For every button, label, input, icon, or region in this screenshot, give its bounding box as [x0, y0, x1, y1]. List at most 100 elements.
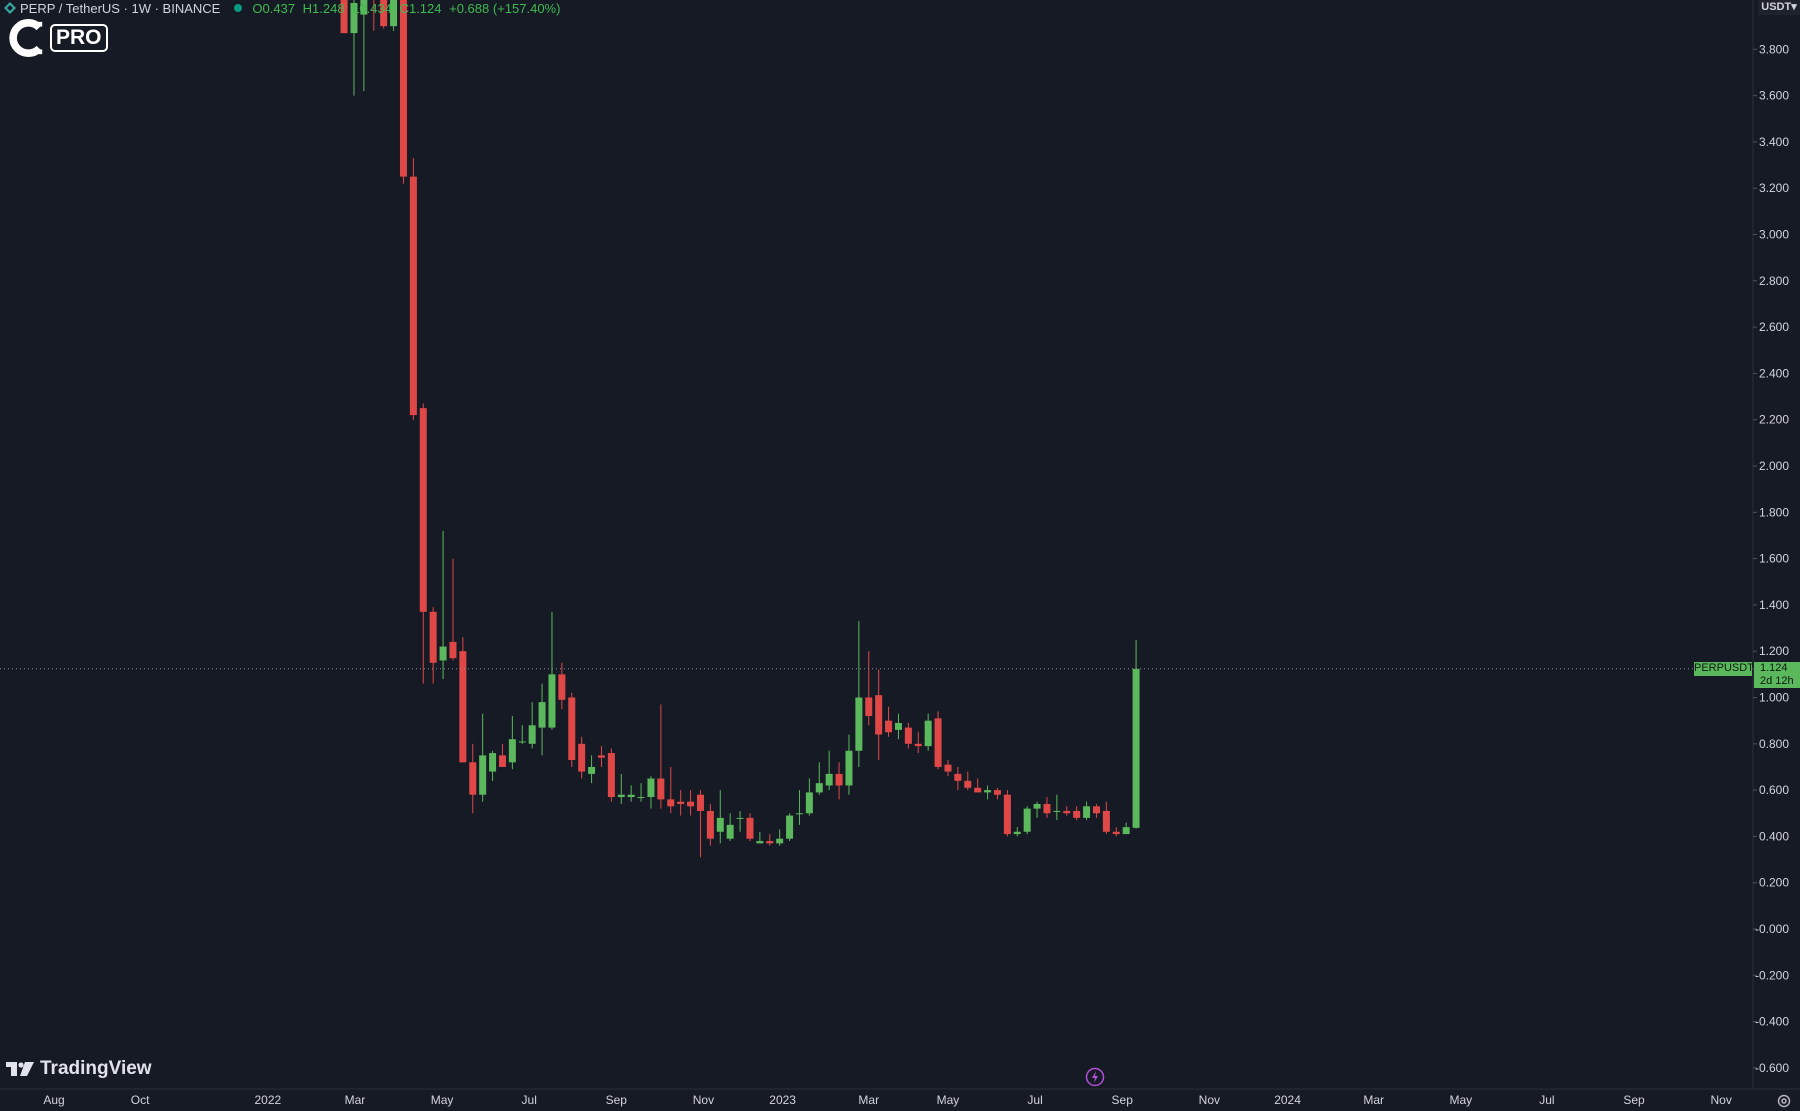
- currency-label: USDT: [1761, 1, 1792, 13]
- candle-body: [706, 810, 714, 839]
- candle-body: [548, 674, 556, 728]
- symbol-title[interactable]: PERP / TetherUS · 1W · BINANCE: [20, 0, 221, 16]
- price-axis[interactable]: 3.800 3.600 3.400 3.200 3.000 2.800 2.600 2.400…: [1753, 42, 1789, 1075]
- candle: [944, 760, 952, 777]
- y-tick-label: 0.600: [1759, 783, 1789, 797]
- candle: [815, 762, 823, 795]
- time-axis[interactable]: Aug Oct 2022 Mar May Jul Sep Nov 2023 Mar May Jul Se…: [43, 1093, 1732, 1107]
- candle-body: [607, 753, 615, 798]
- candle: [558, 662, 566, 710]
- candle: [568, 692, 576, 767]
- current-price-value: 1.124: [1760, 661, 1788, 674]
- candle-body: [449, 641, 457, 659]
- candle: [657, 704, 665, 809]
- candle-body: [974, 787, 982, 793]
- candle: [875, 669, 883, 761]
- candle-body: [786, 815, 794, 839]
- y-tick-label: 1.600: [1759, 552, 1789, 566]
- candle: [429, 607, 437, 684]
- candle-body: [657, 778, 665, 800]
- candle-body: [993, 790, 1001, 795]
- candle-body: [716, 817, 724, 832]
- candle-body: [677, 801, 685, 804]
- candle-body: [1053, 810, 1061, 812]
- perp-symbol-icon: [4, 2, 16, 14]
- candle: [1013, 827, 1021, 837]
- ohlc-open: O0.437: [252, 0, 296, 16]
- candle: [479, 713, 487, 802]
- candle-body: [637, 797, 645, 799]
- candle-body: [588, 766, 596, 774]
- candle-body: [795, 813, 803, 815]
- x-tick-label: Aug: [43, 1093, 64, 1107]
- candle: [1122, 822, 1130, 835]
- current-price-tag: 1.124 2d 12h: [1754, 661, 1800, 688]
- x-tick-label: May: [937, 1093, 960, 1107]
- candle: [340, 0, 348, 34]
- candle-body: [350, 3, 358, 34]
- candle: [736, 810, 744, 832]
- candle: [350, 0, 358, 96]
- candle: [1112, 827, 1120, 837]
- candle-body: [498, 755, 506, 767]
- candle-body: [1043, 803, 1051, 814]
- y-tick-label: 2.800: [1759, 274, 1789, 288]
- y-tick-label: 2.200: [1759, 413, 1789, 427]
- candle: [390, 0, 398, 31]
- candle: [409, 158, 417, 420]
- candle: [726, 813, 734, 842]
- candle: [399, 0, 407, 184]
- candle-body: [1023, 808, 1031, 832]
- tradingview-branding[interactable]: TradingView: [6, 1058, 152, 1080]
- candle-body: [578, 743, 586, 772]
- candle-body: [885, 720, 893, 733]
- candle-body: [617, 794, 625, 798]
- candle: [805, 778, 813, 816]
- candle: [746, 813, 754, 842]
- candle-body: [528, 725, 536, 744]
- candle-body: [855, 697, 863, 751]
- candle-body: [1003, 794, 1011, 835]
- candle-body: [399, 0, 407, 177]
- candle-body: [627, 794, 635, 798]
- candle: [845, 734, 853, 795]
- currency-selector[interactable]: USDT▾: [1758, 0, 1800, 15]
- candle: [469, 743, 477, 814]
- x-tick-label: Jul: [1539, 1093, 1554, 1107]
- candle: [498, 743, 506, 767]
- y-tick-label: 1.800: [1759, 505, 1789, 519]
- candle: [716, 790, 724, 844]
- candle: [637, 783, 645, 802]
- candle-body: [568, 697, 576, 761]
- candle-body: [597, 755, 605, 758]
- candle: [894, 713, 902, 740]
- candle-body: [835, 773, 843, 786]
- candle-body: [479, 755, 487, 795]
- candle: [538, 683, 546, 756]
- x-tick-label: Nov: [693, 1093, 714, 1107]
- candle-body: [904, 727, 912, 744]
- candle: [835, 762, 843, 800]
- candle: [914, 732, 922, 754]
- x-tick-label: Sep: [1112, 1093, 1134, 1107]
- candle: [578, 736, 586, 779]
- candle: [1063, 806, 1071, 816]
- candle: [548, 611, 556, 730]
- y-tick-label: 1.000: [1759, 691, 1789, 705]
- tradingview-text: TradingView: [40, 1058, 152, 1079]
- candle-body: [459, 651, 467, 763]
- settings-icon[interactable]: [1776, 1093, 1792, 1109]
- candle: [439, 530, 447, 679]
- candle: [518, 725, 526, 744]
- candle-body: [746, 817, 754, 839]
- y-tick-label: 1.400: [1759, 598, 1789, 612]
- candle-body: [944, 764, 952, 772]
- candle: [607, 748, 615, 802]
- y-tick-label: 2.000: [1759, 459, 1789, 473]
- candle: [924, 713, 932, 751]
- candle: [677, 790, 685, 816]
- candle-body: [647, 778, 655, 798]
- candle-body: [875, 695, 883, 735]
- lightning-icon[interactable]: [1085, 1067, 1105, 1087]
